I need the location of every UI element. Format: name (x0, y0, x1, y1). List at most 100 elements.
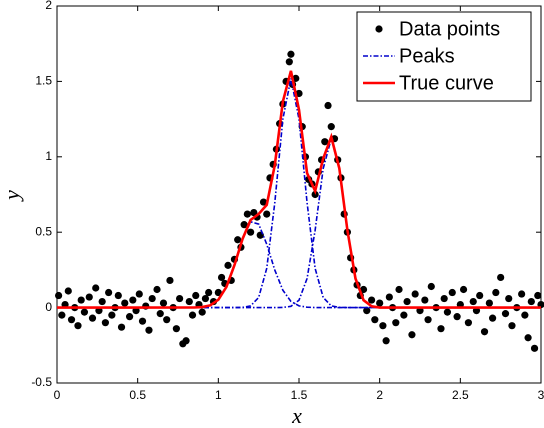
data-point (408, 331, 416, 339)
data-point (108, 311, 116, 319)
curve-line (56, 70, 542, 309)
data-point (234, 236, 242, 244)
data-point (92, 284, 100, 292)
x-axis-label: x (291, 403, 302, 428)
data-point (427, 282, 435, 291)
data-point (247, 228, 255, 236)
data-point (243, 210, 251, 218)
legend: Data points Peaks True curve (356, 11, 532, 102)
data-point (324, 101, 332, 110)
y-tick-label: 0.5 (35, 224, 52, 238)
data-point (285, 58, 293, 66)
data-point (77, 296, 85, 304)
data-point (382, 337, 390, 345)
data-point (524, 334, 532, 342)
y-tick-label: 1 (45, 149, 52, 163)
data-point (205, 288, 213, 297)
data-point (359, 285, 368, 294)
data-point (497, 273, 505, 282)
data-point (114, 291, 122, 300)
data-point (476, 291, 484, 300)
data-point (214, 288, 222, 297)
data-point (185, 297, 193, 306)
data-point (527, 297, 535, 306)
data-point (192, 291, 200, 300)
data-point (156, 310, 164, 318)
legend-label: Data points (399, 18, 500, 40)
legend-label: True curve (399, 72, 494, 94)
data-point (101, 319, 109, 327)
data-point (121, 299, 129, 307)
data-point (371, 316, 379, 324)
data-point (421, 296, 429, 304)
data-point (424, 316, 432, 324)
data-point (188, 311, 197, 319)
data-point (521, 311, 529, 319)
data-point (198, 308, 206, 316)
data-point (129, 296, 137, 304)
data-point (224, 261, 232, 269)
data-point (176, 294, 184, 303)
data-point (321, 138, 329, 146)
data-point (105, 288, 113, 297)
y-tick-label: -0.5 (31, 375, 52, 389)
data-point (376, 299, 384, 307)
data-point (287, 50, 295, 58)
data-point (259, 198, 268, 206)
data-point (464, 319, 472, 327)
data-point (159, 299, 168, 307)
data-point (492, 288, 500, 297)
data-point (443, 308, 452, 316)
y-axis-label: y (0, 190, 24, 202)
data-point (469, 297, 477, 306)
data-point (64, 287, 72, 295)
data-point (508, 322, 516, 330)
data-point (448, 288, 456, 297)
peak-line (57, 78, 541, 309)
data-point (505, 294, 513, 303)
data-point (163, 316, 171, 324)
data-point (153, 285, 161, 294)
data-point (201, 294, 210, 303)
data-point (395, 285, 403, 294)
x-tick-label: 2.5 (452, 388, 469, 402)
data-point (166, 276, 174, 285)
data-point (518, 290, 526, 298)
x-tick-label: 3 (538, 388, 544, 402)
data-point (400, 311, 408, 319)
data-point (67, 316, 76, 324)
x-tick-label: 0 (54, 388, 61, 402)
data-point (453, 313, 461, 321)
data-point (480, 328, 489, 336)
data-point (501, 310, 510, 318)
legend-label: Peaks (399, 45, 455, 67)
data-point (58, 311, 66, 319)
x-tick-label: 0.5 (129, 388, 146, 402)
data-point (172, 325, 180, 333)
data-point (392, 319, 400, 327)
data-point (411, 290, 419, 298)
y-tick-label: 1.5 (35, 74, 52, 88)
data-point (148, 294, 156, 303)
y-tick-label: 0 (45, 300, 52, 314)
data-point (459, 285, 468, 294)
data-point (80, 308, 89, 316)
data-point (489, 314, 497, 322)
data-point (74, 322, 82, 330)
data-point (135, 290, 143, 298)
data-point (485, 299, 493, 307)
data-point (403, 297, 411, 306)
data-point (85, 293, 93, 301)
x-tick-label: 2 (376, 388, 383, 402)
x-tick-label: 1.5 (291, 388, 308, 402)
data-point (217, 273, 226, 282)
data-point (379, 322, 387, 330)
y-tick-label: 2 (45, 0, 52, 12)
data-point (440, 294, 448, 303)
data-point (117, 323, 126, 331)
data-point (263, 210, 271, 218)
data-point (126, 313, 134, 321)
data-point (98, 297, 106, 306)
data-point (363, 307, 371, 315)
